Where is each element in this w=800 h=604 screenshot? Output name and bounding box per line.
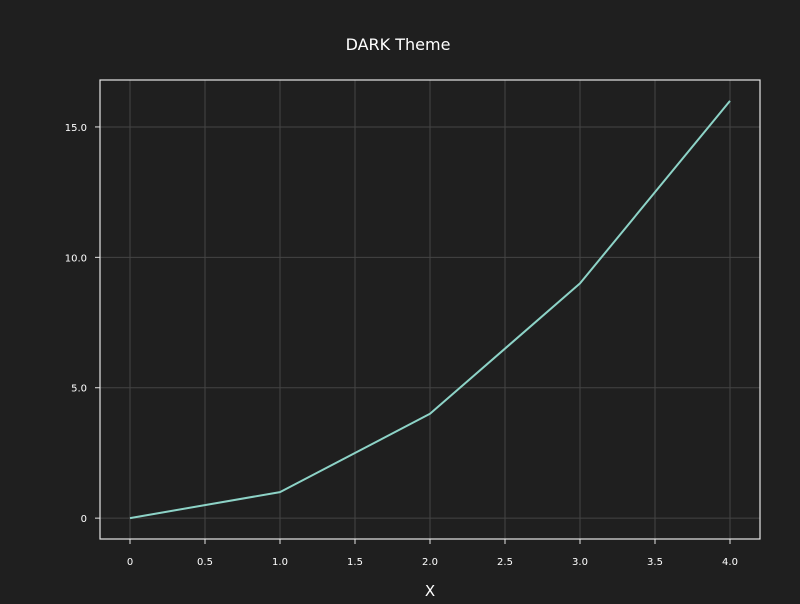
y-tick-label: 15.0 <box>65 123 87 134</box>
y-tick-label: 0 <box>81 514 87 525</box>
x-tick-label: 0 <box>127 557 133 568</box>
x-tick-label: 2.0 <box>422 557 438 568</box>
tick-labels: 0 0.5 1.0 1.5 2.0 2.5 3.0 3.5 4.0 0 5.0 10.0 15.0 <box>65 123 738 568</box>
x-tick-label: 2.5 <box>497 557 513 568</box>
y-tick-label: 5.0 <box>71 384 87 395</box>
x-tick-label: 0.5 <box>197 557 213 568</box>
x-tick-label: 4.0 <box>722 557 738 568</box>
chart-title: DARK Theme <box>346 35 451 54</box>
plot-frame <box>99 79 761 540</box>
x-tick-label: 3.0 <box>572 557 588 568</box>
plot-data <box>129 100 731 520</box>
x-tick-label: 3.5 <box>647 557 663 568</box>
x-tick-label: 1.0 <box>272 557 288 568</box>
series-line <box>129 100 731 520</box>
grid-lines <box>100 80 760 539</box>
y-tick-label: 10.0 <box>65 253 87 264</box>
x-tick-label: 1.5 <box>347 557 363 568</box>
x-axis-label: X <box>425 582 435 600</box>
axes <box>95 79 761 544</box>
